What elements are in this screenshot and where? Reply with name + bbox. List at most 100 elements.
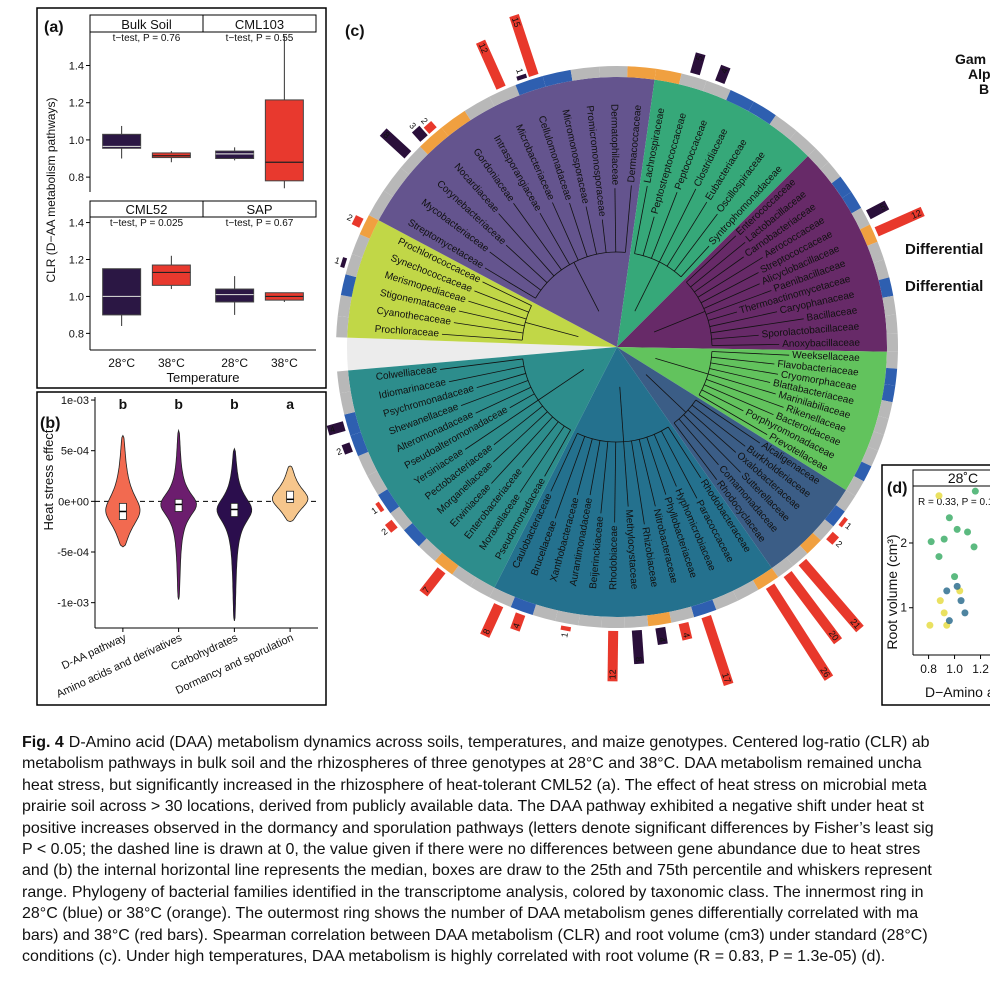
caption-line: and (b) the internal horizontal line rep… — [22, 862, 932, 880]
tree-branch — [634, 261, 660, 312]
bar-label: 2 — [379, 526, 389, 537]
gene-bar — [516, 73, 528, 81]
tree-branch — [711, 344, 780, 346]
ring-segment — [510, 596, 536, 616]
ring-segment — [532, 604, 558, 622]
caption-line: positive increases observed in the dorma… — [22, 819, 934, 837]
ring-segment — [867, 241, 884, 263]
bar-label: 4 — [719, 67, 730, 75]
tree-branch — [645, 374, 687, 413]
bar-label: 2 — [335, 446, 343, 457]
gene-bar — [510, 612, 526, 632]
clade-sector — [494, 347, 772, 617]
violin — [216, 447, 253, 621]
y-axis-title: CLR (D−AA metabolism pathways) — [44, 97, 58, 282]
x-tick-label: 28°C — [108, 356, 135, 370]
ring-segment — [786, 545, 808, 566]
bar-label: 1 — [559, 632, 570, 639]
x-tick-label: 28°C — [221, 356, 248, 370]
panel-label: (d) — [887, 480, 907, 497]
bar-label: 1 — [514, 67, 525, 75]
ring-segment — [867, 431, 884, 451]
side-label: B — [979, 81, 989, 97]
x-tick-label: 1.2 — [972, 662, 989, 676]
tree-arc — [634, 253, 682, 278]
gene-bar — [341, 442, 353, 455]
ring-segment — [434, 552, 459, 575]
point — [943, 587, 951, 595]
ring-segment — [367, 470, 388, 495]
bar-label: 7 — [421, 585, 432, 595]
ring-segment — [712, 590, 738, 610]
ring-segment — [555, 610, 580, 626]
panel-frame — [36, 7, 327, 389]
ring-segment — [679, 73, 707, 92]
gene-bar — [379, 128, 412, 159]
ring-segment — [878, 400, 893, 419]
ring-segment — [873, 259, 890, 281]
gene-bar — [631, 629, 645, 665]
x-tick-label: 0.8 — [920, 662, 937, 676]
clade-sector — [347, 220, 617, 347]
ring-segment — [403, 523, 427, 547]
tree-branch — [448, 365, 525, 383]
ring-segment — [570, 66, 600, 81]
ring-segment — [691, 599, 717, 618]
tree-branch — [706, 290, 772, 315]
bar-label: 12 — [477, 41, 490, 54]
tree-branch — [673, 213, 718, 272]
tree-arc — [521, 305, 532, 341]
family-label: Prochloraceae — [374, 324, 440, 340]
tree-branch — [690, 241, 746, 288]
y-tick-label: 1 — [900, 601, 907, 615]
gene-bar — [655, 626, 668, 646]
tree-branch — [706, 379, 784, 408]
caption-line: bars) and 38°C (red bars). Spearman corr… — [22, 926, 928, 944]
tree-branch — [476, 373, 526, 389]
facet-title: Bulk Soil — [121, 17, 172, 32]
box — [215, 150, 255, 160]
ring-segment — [854, 461, 872, 482]
tree-branch — [585, 206, 597, 255]
tree-branch — [550, 433, 578, 492]
tree-arc — [686, 281, 713, 346]
bar-label: 4 — [657, 637, 668, 643]
tree-branch — [522, 421, 559, 468]
clade-sector — [617, 347, 846, 569]
strip — [202, 14, 317, 33]
ring-segment — [878, 277, 894, 298]
violin — [105, 434, 141, 548]
caption-text: D-Amino acid (DAA) metabolism dynamics a… — [68, 734, 930, 751]
tree-branch — [697, 257, 763, 298]
tree-branch — [539, 212, 570, 265]
ring-segment — [489, 84, 520, 107]
ring-segment — [383, 167, 410, 197]
gene-bar — [690, 52, 706, 76]
tree-branch — [458, 310, 525, 327]
ring-segment — [337, 294, 352, 318]
tree-branch — [701, 389, 744, 412]
tree-branch — [614, 441, 617, 523]
ring-segment — [400, 146, 428, 175]
gene-bar — [783, 571, 843, 645]
ring-segment — [702, 80, 731, 101]
gene-bar — [340, 257, 348, 268]
bar-label: 1 — [333, 255, 341, 266]
tree-branch — [691, 404, 746, 447]
tree-branch — [698, 394, 768, 435]
gene-bar — [560, 625, 572, 632]
tree-arc — [522, 358, 571, 431]
panel-frame — [36, 391, 327, 706]
bar-label: 17 — [720, 671, 733, 684]
ring-segment — [886, 333, 899, 352]
point — [927, 538, 935, 546]
tree-branch — [440, 358, 523, 370]
family-label: Anoxybacillaceae — [782, 338, 860, 350]
point — [945, 514, 953, 522]
tree-branch — [623, 441, 629, 507]
tree-branch — [554, 436, 586, 519]
gene-bar — [678, 621, 693, 641]
tree-branch — [700, 272, 759, 304]
panel-label: (c) — [345, 23, 365, 40]
